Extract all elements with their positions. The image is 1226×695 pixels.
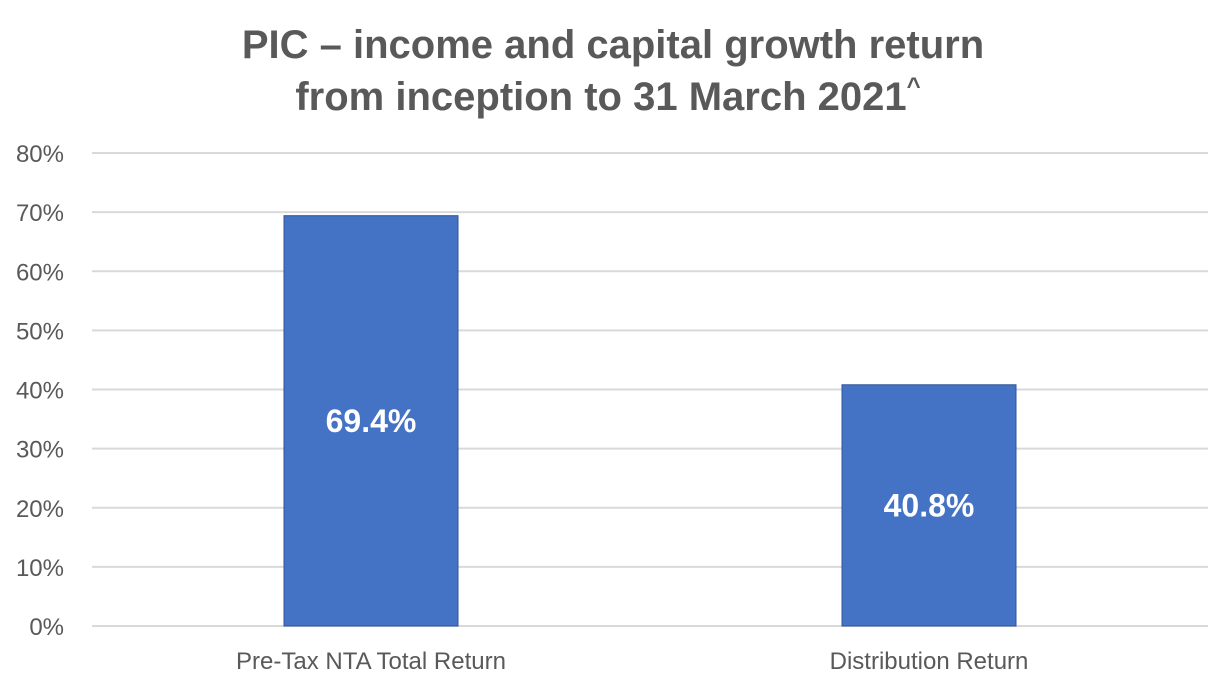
- y-tick-label: 40%: [16, 378, 64, 405]
- x-category-label: Pre-Tax NTA Total Return: [236, 648, 506, 675]
- x-axis-category-labels: Pre-Tax NTA Total Return Distribution Ret…: [236, 648, 1028, 675]
- y-tick-label: 20%: [16, 496, 64, 523]
- bar: [283, 215, 459, 627]
- bar-data-label: 69.4%: [326, 403, 417, 439]
- data-labels: 69.4% 40.8%: [326, 403, 975, 524]
- y-tick-label: 0%: [29, 614, 64, 641]
- chart-title-superscript: ^: [907, 73, 921, 100]
- y-tick-label: 10%: [16, 555, 64, 582]
- chart-title-line-2-text: from inception to 31 March 2021: [295, 75, 906, 119]
- bars: [283, 215, 1017, 627]
- bar: [841, 384, 1017, 627]
- bar-data-label: 40.8%: [884, 487, 975, 523]
- chart-title-line-1: PIC – income and capital growth return: [242, 23, 984, 67]
- y-axis-tick-labels: 0% 10% 20% 30% 40% 50% 60% 70% 80%: [16, 141, 64, 641]
- gridlines: [92, 152, 1208, 627]
- y-tick-label: 30%: [16, 437, 64, 464]
- x-category-label: Distribution Return: [830, 648, 1029, 675]
- y-tick-label: 70%: [16, 200, 64, 227]
- y-tick-label: 60%: [16, 259, 64, 286]
- chart-title-line-2: from inception to 31 March 2021^: [295, 73, 920, 119]
- y-tick-label: 80%: [16, 141, 64, 168]
- y-tick-label: 50%: [16, 318, 64, 345]
